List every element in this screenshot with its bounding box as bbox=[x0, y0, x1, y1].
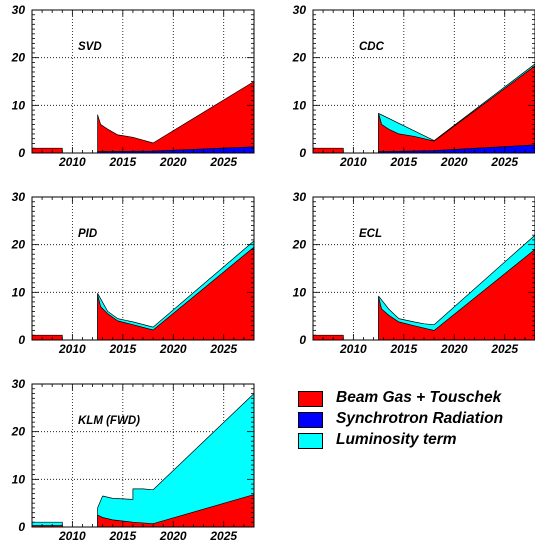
panel-ecl: 2010 2015 2020 2025 0 10 20 30 ECL bbox=[292, 190, 535, 356]
x-tick-label: 2025 bbox=[209, 342, 237, 356]
y-tick-label: 20 bbox=[292, 51, 307, 65]
x-tick-label: 2015 bbox=[108, 155, 136, 169]
panel-title: ECL bbox=[359, 228, 382, 240]
panel-pid: 2010 2015 2020 2025 0 10 20 30 PID bbox=[11, 190, 255, 356]
y-tick-label: 20 bbox=[11, 238, 26, 252]
panel-svd: 2010 2015 2020 2025 0 10 20 30 SVD bbox=[11, 3, 255, 169]
y-tick-label: 10 bbox=[293, 285, 307, 299]
series-area-beam-gas bbox=[312, 65, 535, 154]
legend-swatch-luminosity bbox=[298, 433, 323, 449]
legend-label-luminosity: Luminosity term bbox=[336, 431, 457, 448]
y-tick-label: 30 bbox=[293, 3, 307, 17]
x-tick-label: 2015 bbox=[108, 342, 136, 356]
x-tick-label: 2020 bbox=[159, 529, 187, 542]
legend-swatch-beam-gas bbox=[298, 391, 323, 407]
y-tick-label: 0 bbox=[18, 333, 25, 347]
y-tick-label: 10 bbox=[12, 285, 26, 299]
x-tick-label: 2010 bbox=[58, 155, 86, 169]
panel-title: CDC bbox=[359, 41, 385, 53]
y-tick-label: 30 bbox=[12, 377, 26, 391]
legend-swatch-synchrotron bbox=[298, 412, 323, 428]
x-tick-label: 2020 bbox=[440, 155, 468, 169]
legend-label-synchrotron: Synchrotron Radiation bbox=[336, 410, 504, 427]
panel-title: KLM (FWD) bbox=[78, 415, 140, 427]
x-tick-label: 2025 bbox=[209, 529, 237, 542]
x-tick-label: 2025 bbox=[490, 155, 518, 169]
series-area-beam-gas bbox=[312, 249, 535, 341]
x-tick-label: 2020 bbox=[440, 342, 468, 356]
y-tick-label: 30 bbox=[293, 190, 307, 204]
x-tick-label: 2015 bbox=[108, 529, 136, 542]
panel-title: PID bbox=[78, 228, 97, 240]
y-tick-label: 0 bbox=[18, 146, 25, 160]
series-area-beam-gas bbox=[31, 81, 255, 154]
legend-label-beam-gas: Beam Gas + Touschek bbox=[336, 389, 502, 406]
y-tick-label: 30 bbox=[12, 190, 26, 204]
x-tick-label: 2025 bbox=[490, 342, 518, 356]
x-tick-label: 2015 bbox=[389, 342, 417, 356]
y-tick-label: 0 bbox=[299, 146, 306, 160]
x-tick-label: 2010 bbox=[339, 155, 367, 169]
x-tick-label: 2020 bbox=[159, 155, 187, 169]
x-tick-label: 2010 bbox=[58, 342, 86, 356]
y-tick-label: 10 bbox=[293, 98, 307, 112]
x-tick-label: 2025 bbox=[209, 155, 237, 169]
y-tick-label: 30 bbox=[12, 3, 26, 17]
y-tick-label: 10 bbox=[12, 98, 26, 112]
y-tick-label: 20 bbox=[292, 238, 307, 252]
panel-title: SVD bbox=[78, 41, 102, 53]
y-tick-label: 20 bbox=[11, 425, 26, 439]
series-area-beam-gas bbox=[31, 246, 255, 341]
y-tick-label: 0 bbox=[18, 520, 25, 534]
series-area-luminosity bbox=[31, 393, 255, 528]
x-tick-label: 2010 bbox=[58, 529, 86, 542]
panel-klm-fwd: 2010 2015 2020 2025 0 10 20 30 KLM (FWD) bbox=[11, 377, 255, 542]
y-tick-label: 10 bbox=[12, 472, 26, 486]
y-tick-label: 20 bbox=[11, 51, 26, 65]
x-tick-label: 2015 bbox=[389, 155, 417, 169]
x-tick-label: 2020 bbox=[159, 342, 187, 356]
x-tick-label: 2010 bbox=[339, 342, 367, 356]
y-tick-label: 0 bbox=[299, 333, 306, 347]
panel-cdc: 2010 2015 2020 2025 0 10 20 30 CDC bbox=[292, 3, 535, 169]
